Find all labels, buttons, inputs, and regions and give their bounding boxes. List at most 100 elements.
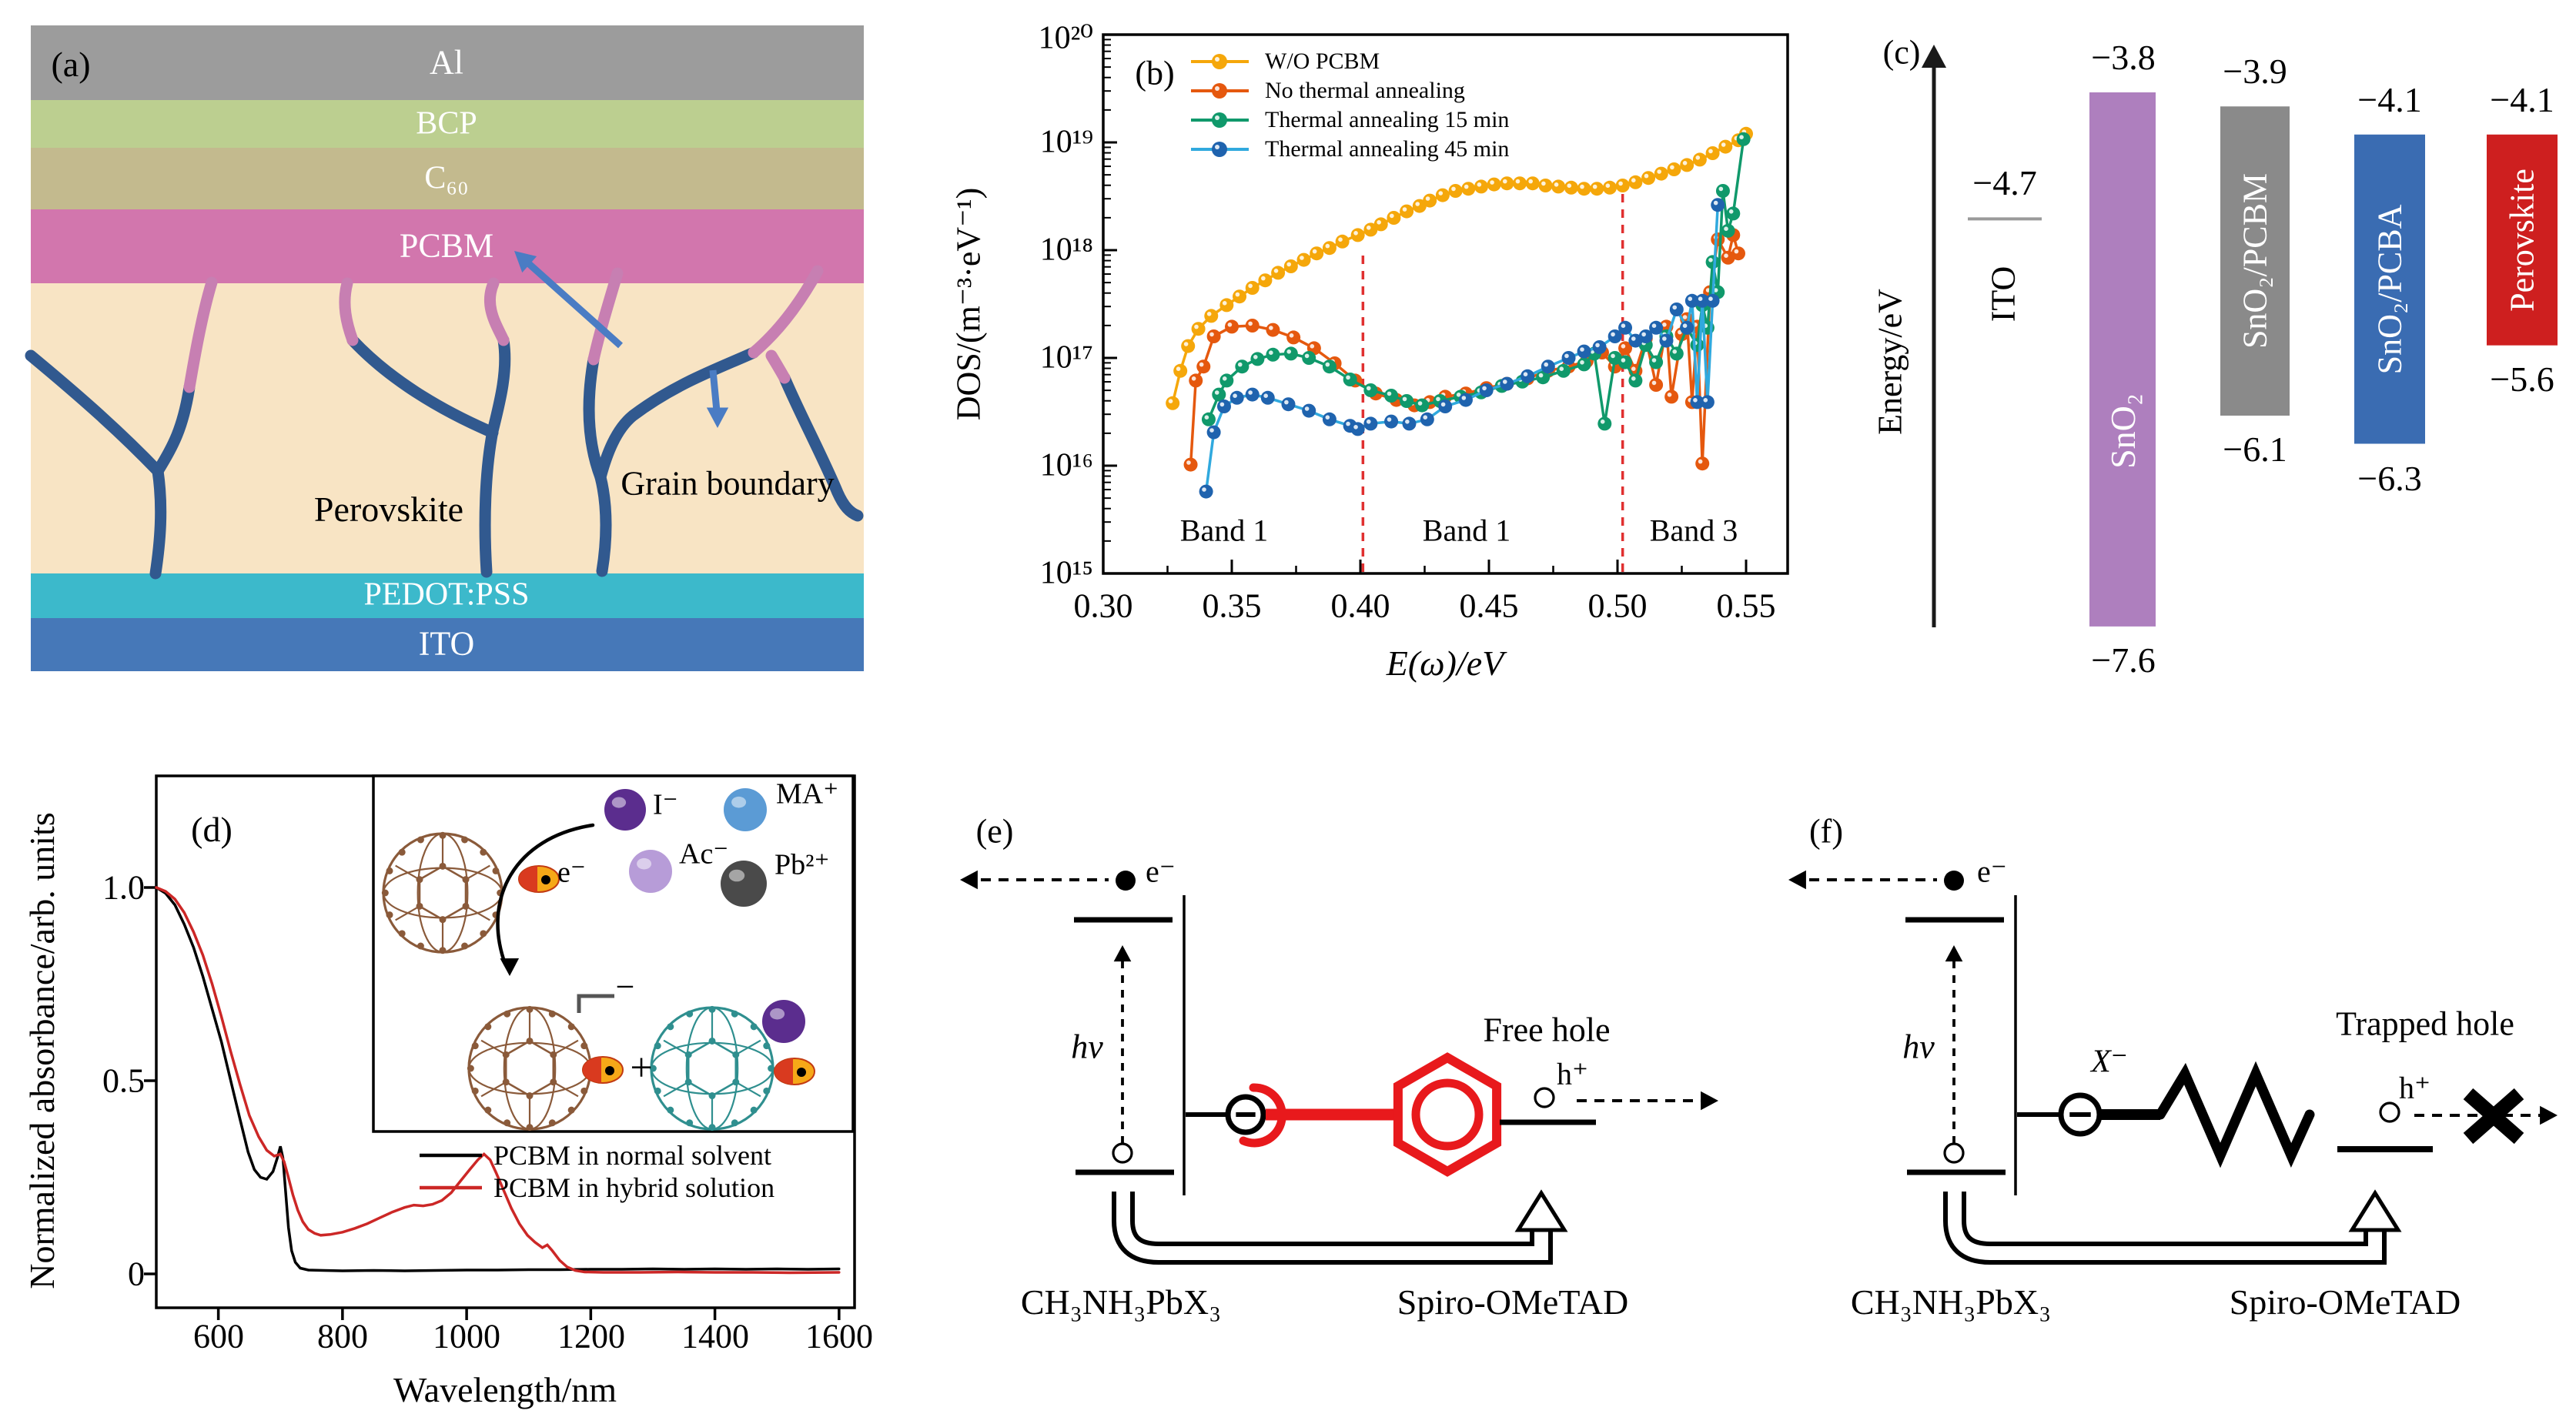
radical-anion-sign: − <box>615 968 635 1006</box>
ion-label-acetate: Ac⁻ <box>679 837 729 871</box>
bar-label-sno2: SnO₂ <box>2103 393 2143 469</box>
d-ytick-0: 0 <box>128 1255 145 1293</box>
lead-sphere <box>721 861 767 907</box>
d-legend-normal: PCBM in normal solvent <box>493 1139 772 1171</box>
legend-anneal-15: Thermal annealing 15 min <box>1265 107 1510 133</box>
layer-label-al: Al <box>430 43 463 82</box>
bar-label-sno2-pcba: SnO₂/PCBA <box>2370 204 2409 375</box>
blocked-cross-mark <box>2463 1088 2524 1145</box>
dos-chart <box>1102 33 1789 575</box>
value-sno2-top: −3.8 <box>2091 38 2156 78</box>
series-0 <box>1166 126 1753 410</box>
layer-label-c60: C₆₀ <box>424 160 469 196</box>
b-xtick-050: 0.50 <box>1587 587 1648 625</box>
d-y-axis-title: Normalized absorbance/arb. units <box>22 812 62 1289</box>
pcbm-tail <box>582 1056 624 1084</box>
acetate-sphere <box>629 850 672 893</box>
f-right-material: Spiro-OMeTAD <box>2229 1282 2461 1322</box>
b-xtick-045: 0.45 <box>1459 587 1519 625</box>
f-electron-label: e⁻ <box>1977 854 2007 889</box>
layer-label-bcp: BCP <box>416 105 477 142</box>
panel-f-label: (f) <box>1809 812 1843 851</box>
series-2 <box>1201 132 1751 431</box>
d-x-axis-title: Wavelength/nm <box>393 1370 617 1410</box>
e-left-material: CH₃NH₃PbX₃ <box>1020 1282 1222 1322</box>
inset-reaction-scheme <box>372 774 855 1133</box>
b-x-axis-title: E(ω)/eV <box>1386 643 1504 684</box>
e-photon-label: hν <box>1071 1028 1103 1066</box>
energy-bar-2 <box>2354 134 2425 444</box>
plus-sign: + <box>630 1045 653 1090</box>
legend-wo-pcbm: W/O PCBM <box>1265 48 1380 75</box>
band-label-3: Band 3 <box>1649 513 1738 548</box>
energy-bar-3 <box>2487 134 2558 346</box>
electron-donor-ball <box>518 865 560 893</box>
panel-d-label: (d) <box>191 810 233 850</box>
dos-legend-markers <box>1191 54 1249 157</box>
legend-anneal-45: Thermal annealing 45 min <box>1265 136 1510 162</box>
f-left-material: CH₃NH₃PbX₃ <box>1850 1282 2052 1322</box>
ito-label: ITO <box>1984 266 2022 323</box>
benzene-hexagon <box>1393 1052 1502 1177</box>
e-hole-label: h⁺ <box>1557 1056 1589 1091</box>
b-ytick-1e20: 10²⁰ <box>1038 20 1093 56</box>
layer-label-pcbm: PCBM <box>399 226 494 265</box>
d-ytick-05: 0.5 <box>102 1061 145 1100</box>
bar-label-sno2-pcbm: SnO₂/PCBM <box>2236 172 2274 349</box>
grain-boundary-arrows <box>514 251 729 428</box>
iodide-sphere <box>604 789 646 831</box>
b-ytick-1e18: 10¹⁸ <box>1039 232 1093 268</box>
band-label-1: Band 1 <box>1179 513 1269 548</box>
layer-Al <box>31 25 864 100</box>
value-pcba-top: −4.1 <box>2357 80 2422 120</box>
layer-label-pedot: PEDOT:PSS <box>363 577 530 613</box>
bar-label-perovskite: Perovskite <box>2503 169 2541 312</box>
ion-label-ma: MA⁺ <box>776 777 839 811</box>
d-xtick-1200: 1200 <box>557 1317 625 1355</box>
e-electron-label: e⁻ <box>1146 854 1176 889</box>
f-hole-caption: Trapped hole <box>2336 1004 2514 1043</box>
pcbm-tail-2 <box>774 1058 815 1085</box>
layer-PCBM <box>31 209 864 283</box>
d-xtick-800: 800 <box>317 1317 368 1355</box>
layer-BCP <box>31 100 864 148</box>
layer-PEDOT:PSS <box>31 573 864 618</box>
ion-label-lead: Pb²⁺ <box>774 848 830 881</box>
f-halide-label: X⁻ <box>2091 1044 2128 1080</box>
c-energy-axis-title: Energy/eV <box>1871 289 1909 435</box>
layer-perovskite-bulk <box>31 283 864 573</box>
b-xtick-055: 0.55 <box>1716 587 1776 625</box>
d-xtick-1600: 1600 <box>805 1317 873 1355</box>
panel-e-label: (e) <box>975 812 1014 851</box>
energy-bar-1 <box>2220 106 2290 416</box>
perovskite-label: Perovskite <box>313 490 464 530</box>
electron-label-inset: e⁻ <box>557 856 586 889</box>
d-xtick-1400: 1400 <box>681 1317 749 1355</box>
series-3 <box>1199 198 1725 499</box>
value-pcbm-top: −3.9 <box>2223 52 2287 92</box>
d-ytick-10: 1.0 <box>102 868 145 907</box>
panel-b-label: (b) <box>1135 54 1175 92</box>
d-xtick-1000: 1000 <box>433 1317 500 1355</box>
schematic-trapped-hole <box>1788 870 2558 1265</box>
b-ytick-1e16: 10¹⁶ <box>1039 447 1093 483</box>
d-xtick-600: 600 <box>193 1317 244 1355</box>
e-right-material: Spiro-OMeTAD <box>1397 1282 1629 1322</box>
f-photon-label: hν <box>1902 1028 1935 1066</box>
grain-boundaries <box>25 265 864 580</box>
d-legend-hybrid: PCBM in hybrid solution <box>493 1172 775 1203</box>
ito-energy-value: −4.7 <box>1972 163 2037 203</box>
f-hole-label: h⁺ <box>2399 1070 2431 1105</box>
energy-bar-0 <box>2089 92 2156 627</box>
legend-no-anneal: No thermal annealing <box>1265 78 1465 104</box>
b-xtick-035: 0.35 <box>1202 587 1262 625</box>
b-y-axis-title: DOS/(m⁻³·eV⁻¹) <box>949 187 988 421</box>
ion-label-iodide: I⁻ <box>653 788 678 821</box>
value-pcba-bottom: −6.3 <box>2357 459 2422 499</box>
ma-sphere <box>724 788 767 831</box>
value-pcbm-bottom: −6.1 <box>2223 430 2287 470</box>
iodide-on-fullerene <box>762 1000 805 1043</box>
b-xtick-040: 0.40 <box>1330 587 1390 625</box>
